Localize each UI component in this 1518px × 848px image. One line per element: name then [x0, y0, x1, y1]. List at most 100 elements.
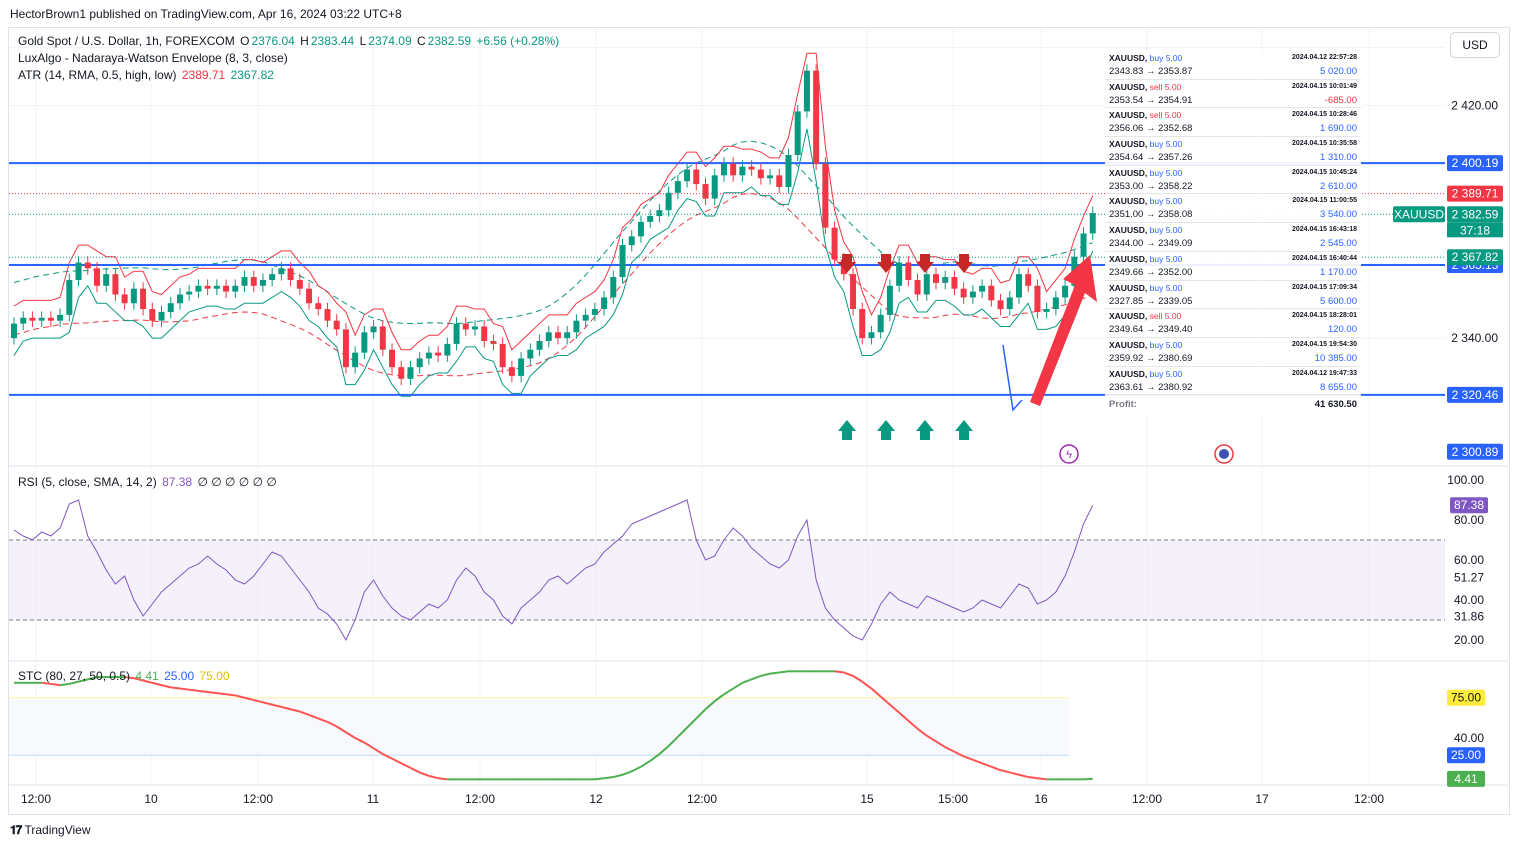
trade-row: XAUUSD, buy 5.00 2349.66 → 2352.00 2024.04… — [1105, 252, 1361, 281]
candle-body — [527, 349, 534, 359]
candle-body — [767, 175, 774, 179]
candle-body — [573, 320, 580, 333]
trade-datetime: 2024.04.15 11:00:55 — [1292, 197, 1357, 205]
stc-line-segment — [400, 762, 411, 769]
candle-body — [1062, 285, 1069, 298]
trade-side: buy 5.00 — [1149, 368, 1183, 379]
stc-line-segment — [870, 687, 882, 698]
stc-line-segment — [235, 694, 245, 699]
stc-line-segment — [779, 670, 789, 674]
stc-line-segment — [308, 714, 319, 720]
trade-profit: 5 020.00 — [1320, 66, 1357, 77]
symbol-tag-label: XAUUSD — [1394, 207, 1444, 221]
candle-body — [11, 323, 17, 339]
stc-line-segment — [1018, 773, 1029, 779]
footer-brand[interactable]: 𝟏𝟕 TradingView — [10, 823, 91, 838]
stc-line-segment — [742, 678, 752, 684]
stc-line-segment — [990, 765, 1001, 772]
trade-prices: 2327.85 → 2339.05 — [1109, 295, 1193, 307]
candle-body — [29, 317, 36, 321]
trade-row: XAUUSD, sell 5.00 2353.54 → 2354.91 2024.0… — [1105, 80, 1361, 109]
price-tag-timer-label: 37:18 — [1460, 223, 1490, 237]
candle-body — [195, 285, 202, 292]
stc-line-segment — [649, 753, 660, 762]
stc-line-segment — [281, 705, 291, 711]
legend-stc: STC (80, 27, 50, 0.5) — [18, 669, 131, 683]
candle-body — [508, 367, 515, 376]
candle-body — [130, 288, 137, 304]
trade-row: XAUUSD, sell 5.00 2356.06 → 2352.68 2024.0… — [1105, 108, 1361, 138]
stc-line-segment — [981, 762, 992, 768]
atr-lower-band — [13, 128, 1094, 397]
stc-line-segment — [953, 750, 965, 758]
candle-body — [1006, 297, 1013, 310]
trade-datetime: 2024.04.15 17:09:34 — [1292, 283, 1357, 291]
price-tag-label: 2 300.89 — [1452, 445, 1499, 459]
legend-low: 2374.09 — [368, 34, 412, 48]
trade-profit: 3 540.00 — [1320, 209, 1357, 221]
stc-line-segment — [686, 717, 697, 729]
stc-line-segment — [391, 757, 402, 765]
trade-datetime: 2024.04.15 16:40:44 — [1292, 254, 1357, 262]
candle-body — [831, 227, 838, 260]
stc-line-segment — [603, 776, 614, 780]
candle-body — [905, 262, 912, 280]
stc-value-tag-label: 4.41 — [1454, 772, 1478, 786]
legend-rsi: RSI (5, close, SMA, 14, 2) — [18, 475, 157, 489]
candle-body — [112, 274, 119, 295]
legend-atr: ATR (14, RMA, 0.5, high, low) — [18, 68, 177, 82]
time-axis-label: 12 — [589, 792, 603, 806]
tradingview-logo-icon: 𝟏𝟕 — [10, 823, 22, 837]
trade-prices: 2354.64 → 2357.26 — [1109, 152, 1193, 164]
legend-low-label: L — [359, 34, 367, 48]
stc-line-segment — [631, 765, 642, 773]
stc-line-segment — [253, 699, 264, 704]
stc-line-segment — [1028, 776, 1038, 780]
stc-line-segment — [142, 679, 153, 684]
legend-stc-row: STC (80, 27, 50, 0.5) 4.41 25.00 75.00 — [18, 668, 232, 685]
trade-row: XAUUSD, buy 5.00 2353.00 → 2358.22 2024.04… — [1105, 166, 1361, 195]
candle-body — [93, 268, 100, 286]
candle-body — [1052, 297, 1059, 310]
stc-line-segment — [225, 693, 236, 697]
buy-arrow-icon — [955, 420, 973, 440]
currency-button[interactable]: USD — [1450, 32, 1500, 58]
candle-body — [250, 277, 257, 286]
candle-body — [472, 326, 478, 330]
price-tag — [1447, 386, 1503, 403]
stc-line-segment — [327, 720, 338, 728]
legend-atr-row: ATR (14, RMA, 0.5, high, low) 2389.71 23… — [18, 67, 276, 84]
stc-line-segment — [843, 671, 854, 677]
time-axis-label: 15:00 — [938, 792, 968, 806]
candle-body — [656, 210, 663, 217]
candle-body — [352, 352, 359, 368]
us-flag-event-inner — [1219, 449, 1229, 459]
stc-line-segment — [437, 777, 448, 781]
candle-body — [730, 163, 737, 176]
candle-body — [167, 303, 174, 312]
stc-line-segment — [170, 686, 181, 690]
candle-body — [370, 326, 377, 333]
candle-body — [693, 169, 700, 185]
legend-change: +6.56 (+0.28%) — [476, 34, 560, 48]
candle-body — [601, 297, 608, 310]
stc-value-tag — [1447, 747, 1485, 764]
time-axis-label: 12:00 — [687, 792, 717, 806]
trade-prices: 2349.66 → 2352.00 — [1109, 266, 1193, 278]
stc-line-segment — [594, 777, 605, 781]
stc-line-segment — [926, 734, 937, 743]
stc-line-segment — [317, 717, 328, 723]
stc-line-segment — [290, 708, 301, 713]
candle-body — [213, 285, 220, 289]
footer-brand-text: TradingView — [24, 823, 91, 837]
candle-body — [490, 341, 497, 344]
trade-symbol: XAUUSD, buy 5.00 — [1109, 368, 1183, 379]
candle-body — [1034, 285, 1041, 312]
candle-body — [453, 323, 460, 344]
candle-body — [923, 274, 930, 295]
candle-body — [610, 277, 617, 298]
candle-body — [47, 317, 54, 321]
stc-line-segment — [1037, 777, 1047, 781]
stc-line-segment — [271, 703, 282, 708]
